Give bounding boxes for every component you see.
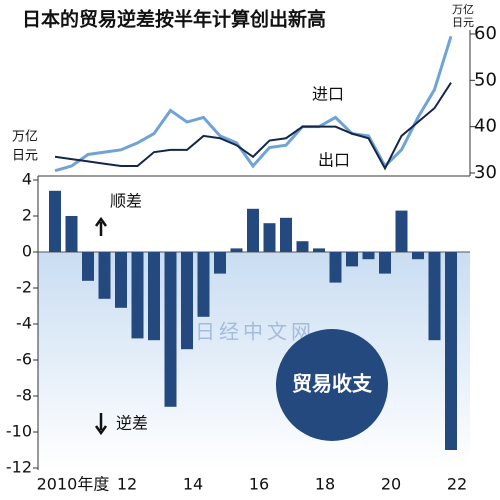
- bar: [362, 252, 375, 260]
- badge: [276, 329, 388, 441]
- bar: [379, 252, 391, 274]
- bar: [214, 252, 226, 274]
- bar: [181, 252, 193, 350]
- x-tick-label: 20: [381, 475, 401, 494]
- y2-tick-label: 60: [474, 23, 497, 44]
- units-left: 万亿: [12, 130, 38, 145]
- bar: [263, 223, 276, 252]
- bar: [148, 252, 160, 341]
- y2-tick-label: 40: [474, 116, 497, 137]
- bar: [65, 216, 78, 252]
- bar: [115, 252, 127, 308]
- y-tick-label: 0: [22, 242, 32, 261]
- deficit-label: 逆差: [116, 414, 148, 433]
- line-series: [54, 35, 453, 173]
- surplus-label: 顺差: [110, 192, 142, 211]
- bar: [395, 210, 408, 252]
- y-tick-label: 2: [22, 206, 32, 225]
- y-tick-label: -4: [16, 314, 32, 333]
- units-right: 日元: [452, 16, 474, 29]
- x-tick-label: 2010年度: [37, 475, 110, 494]
- bar: [98, 252, 111, 299]
- y-tick-label: -8: [16, 386, 32, 405]
- bar: [313, 248, 325, 252]
- line-series: [54, 82, 452, 171]
- units-left: 日元: [12, 149, 38, 164]
- bar: [445, 252, 457, 450]
- y-tick-label: -10: [6, 422, 32, 441]
- x-tick-label: 14: [183, 475, 203, 494]
- x-tick-label: 16: [249, 475, 269, 494]
- bar: [412, 252, 424, 260]
- x-tick-label: 12: [117, 475, 137, 494]
- units-right: 万亿: [452, 3, 474, 16]
- bar: [197, 252, 210, 317]
- bar: [164, 252, 177, 407]
- y-tick-label: -2: [16, 278, 32, 297]
- bar: [329, 252, 342, 283]
- bar: [247, 208, 259, 252]
- y-tick-label: -6: [16, 350, 32, 369]
- bar: [428, 252, 441, 341]
- y-tick-label: -12: [6, 458, 32, 477]
- bar: [296, 241, 309, 252]
- bar: [131, 252, 144, 339]
- badge-label: 贸易收支: [292, 372, 373, 396]
- down-arrow: [94, 413, 108, 436]
- y-tick-label: 4: [22, 170, 32, 189]
- bar: [230, 248, 243, 252]
- bar: [82, 252, 94, 281]
- y2-tick-label: 50: [474, 69, 497, 90]
- bar: [280, 217, 292, 252]
- bar: [49, 190, 61, 252]
- legend-label: 进口: [312, 85, 344, 104]
- x-tick-label: 22: [447, 475, 467, 494]
- watermark: 日经中文网: [195, 320, 315, 344]
- up-arrow: [94, 216, 108, 236]
- x-tick-label: 18: [315, 475, 335, 494]
- chart-title: 日本的贸易逆差按半年计算创出新高: [22, 8, 326, 31]
- y2-tick-label: 30: [474, 162, 497, 183]
- bar: [346, 252, 358, 267]
- legend-label: 出口: [318, 151, 350, 170]
